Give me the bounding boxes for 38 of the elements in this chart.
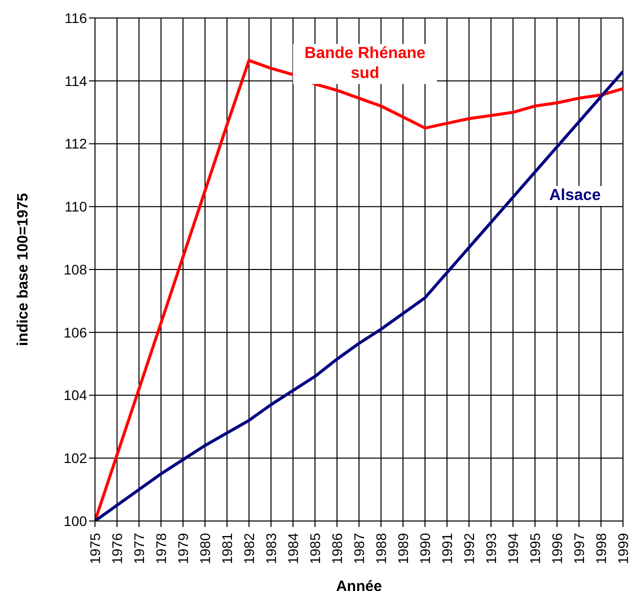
x-axis-title: Année: [336, 578, 382, 591]
x-tick-label: 1994: [505, 532, 521, 564]
x-tick-label: 1999: [615, 532, 631, 564]
y-tick-label: 102: [64, 450, 88, 466]
x-tick-label: 1991: [439, 532, 455, 564]
x-tick-label: 1984: [285, 532, 301, 564]
x-tick-label: 1980: [197, 532, 213, 564]
y-tick-label: 112: [64, 136, 88, 152]
x-tick-label: 1996: [549, 532, 565, 564]
x-tick-label: 1988: [373, 532, 389, 564]
y-tick-label: 110: [64, 198, 88, 215]
y-tick-label: 104: [64, 387, 88, 404]
x-tick-label: 1997: [571, 532, 587, 564]
x-tick-label: 1998: [593, 532, 609, 564]
x-tick-label: 1975: [87, 532, 103, 564]
x-tick-label: 1978: [153, 532, 169, 564]
y-axis-title: indice base 100=1975: [14, 192, 32, 346]
x-tick-label: 1993: [483, 532, 499, 564]
series-label: Bande Rhénane sud: [293, 44, 437, 84]
x-tick-label: 1986: [329, 532, 345, 564]
x-tick-label: 1982: [241, 532, 257, 564]
x-tick-label: 1981: [219, 532, 235, 564]
y-tick-label: 108: [64, 261, 88, 278]
series-label: Alsace: [538, 186, 612, 206]
y-tick-label: 116: [64, 10, 88, 26]
x-tick-label: 1977: [131, 532, 147, 564]
x-tick-label: 1992: [461, 532, 477, 564]
x-tick-label: 1990: [417, 532, 433, 564]
y-tick-label: 100: [64, 512, 88, 529]
x-tick-label: 1979: [175, 532, 191, 564]
x-tick-label: 1995: [527, 532, 543, 564]
y-tick-label: 106: [64, 324, 88, 340]
x-tick-label: 1983: [263, 532, 279, 564]
x-tick-label: 1976: [109, 532, 125, 564]
x-tick-label: 1985: [307, 532, 323, 564]
x-tick-label: 1989: [395, 532, 411, 564]
x-tick-label: 1987: [351, 532, 367, 564]
y-tick-label: 114: [64, 72, 88, 89]
